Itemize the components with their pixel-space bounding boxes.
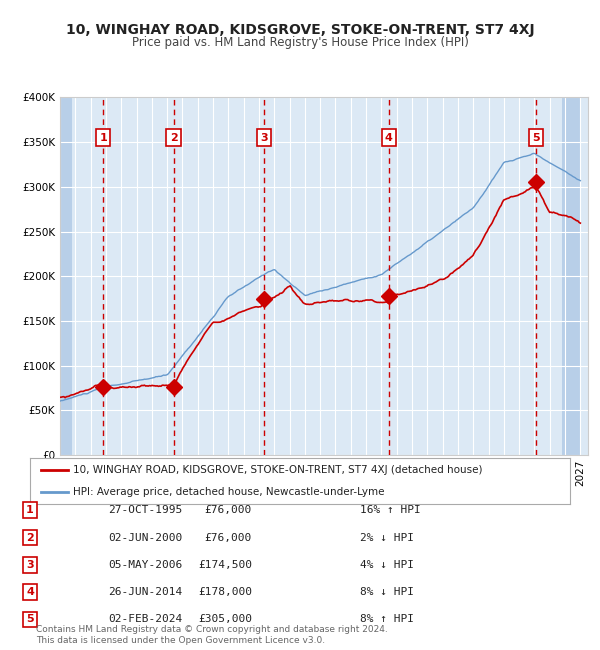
Text: 2: 2 xyxy=(26,532,34,543)
Text: HPI: Average price, detached house, Newcastle-under-Lyme: HPI: Average price, detached house, Newc… xyxy=(73,488,385,497)
Text: 8% ↓ HPI: 8% ↓ HPI xyxy=(360,587,414,597)
Text: 1: 1 xyxy=(26,505,34,515)
Text: 5: 5 xyxy=(532,133,539,143)
Text: 10, WINGHAY ROAD, KIDSGROVE, STOKE-ON-TRENT, ST7 4XJ: 10, WINGHAY ROAD, KIDSGROVE, STOKE-ON-TR… xyxy=(65,23,535,37)
Text: 26-JUN-2014: 26-JUN-2014 xyxy=(108,587,182,597)
Text: 4: 4 xyxy=(385,133,393,143)
Text: Contains HM Land Registry data © Crown copyright and database right 2024.
This d: Contains HM Land Registry data © Crown c… xyxy=(36,625,388,645)
Text: 10, WINGHAY ROAD, KIDSGROVE, STOKE-ON-TRENT, ST7 4XJ (detached house): 10, WINGHAY ROAD, KIDSGROVE, STOKE-ON-TR… xyxy=(73,465,482,474)
Text: 4% ↓ HPI: 4% ↓ HPI xyxy=(360,560,414,570)
Text: £76,000: £76,000 xyxy=(205,532,252,543)
Text: 2: 2 xyxy=(170,133,178,143)
Text: £76,000: £76,000 xyxy=(205,505,252,515)
Text: 3: 3 xyxy=(260,133,268,143)
Text: 8% ↑ HPI: 8% ↑ HPI xyxy=(360,614,414,625)
Bar xyxy=(562,98,580,455)
Text: 1: 1 xyxy=(99,133,107,143)
Text: £174,500: £174,500 xyxy=(198,560,252,570)
Bar xyxy=(60,98,72,455)
Text: 5: 5 xyxy=(26,614,34,625)
Text: 27-OCT-1995: 27-OCT-1995 xyxy=(108,505,182,515)
Text: 02-JUN-2000: 02-JUN-2000 xyxy=(108,532,182,543)
Text: 02-FEB-2024: 02-FEB-2024 xyxy=(108,614,182,625)
Text: £178,000: £178,000 xyxy=(198,587,252,597)
Text: Price paid vs. HM Land Registry's House Price Index (HPI): Price paid vs. HM Land Registry's House … xyxy=(131,36,469,49)
Text: 4: 4 xyxy=(26,587,34,597)
Text: 3: 3 xyxy=(26,560,34,570)
Text: 16% ↑ HPI: 16% ↑ HPI xyxy=(360,505,421,515)
Text: £305,000: £305,000 xyxy=(198,614,252,625)
Text: 2% ↓ HPI: 2% ↓ HPI xyxy=(360,532,414,543)
Text: 05-MAY-2006: 05-MAY-2006 xyxy=(108,560,182,570)
